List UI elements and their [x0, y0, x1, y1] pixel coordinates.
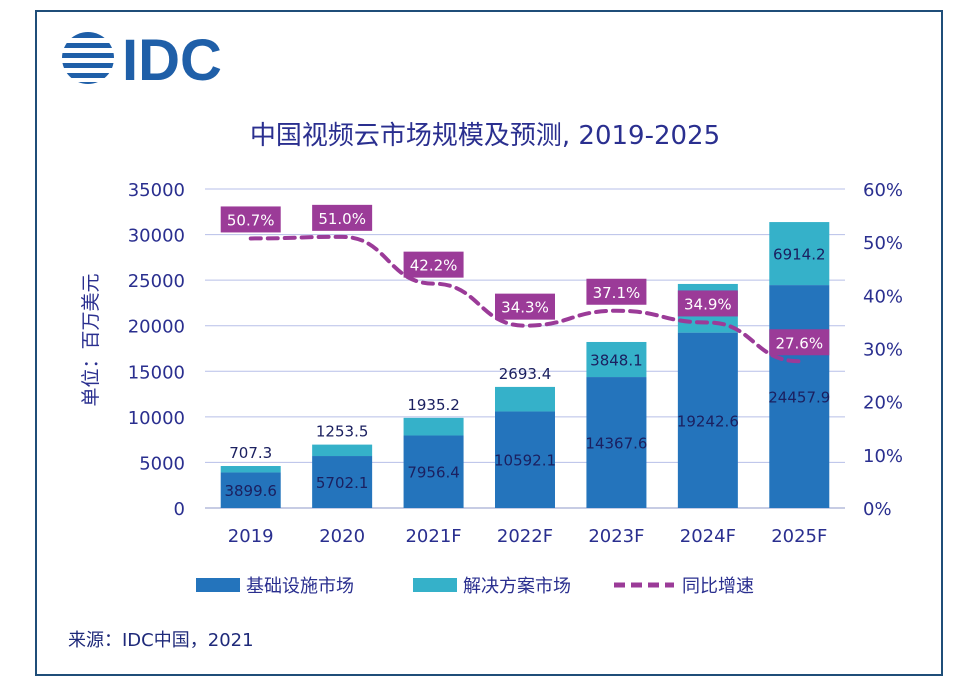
bar-infrastructure [312, 456, 373, 508]
y-tick-label: 25000 [128, 271, 185, 292]
y-tick-label: 20000 [128, 317, 185, 338]
growth-label: 27.6% [775, 334, 823, 352]
data-label-solution: 2693.4 [499, 365, 552, 383]
bar-infrastructure [220, 472, 281, 508]
bar-solution [586, 341, 647, 378]
bar-infrastructure [769, 285, 830, 508]
bar-infrastructure [586, 377, 647, 508]
growth-label-box [677, 290, 738, 317]
bar-solution [403, 417, 464, 436]
data-label-solution: 1935.2 [407, 396, 460, 414]
data-label-infrastructure: 19242.6 [677, 412, 739, 430]
data-label-infrastructure: 24457.9 [768, 389, 830, 407]
data-label-solution: 707.3 [229, 444, 272, 462]
growth-label: 34.9% [684, 295, 732, 313]
x-tick-label: 2022F [497, 526, 553, 547]
source-note: 来源：IDC中国，2021 [68, 630, 254, 651]
bar-infrastructure [403, 435, 464, 508]
data-label-infrastructure: 10592.1 [494, 452, 556, 470]
growth-label: 50.7% [227, 211, 275, 229]
growth-label: 34.3% [501, 299, 549, 317]
y-tick-label: 15000 [128, 362, 185, 383]
chart-title: 中国视频云市场规模及预测, 2019-2025 [250, 121, 720, 151]
y2-tick-label: 20% [863, 393, 903, 414]
growth-label: 51.0% [318, 210, 366, 228]
x-tick-label: 2021F [405, 526, 461, 547]
data-label-infrastructure: 3899.6 [224, 482, 277, 500]
growth-label-box [769, 329, 830, 356]
x-tick-label: 2020 [319, 526, 365, 547]
logo-text: IDC [122, 30, 222, 86]
y-tick-label: 5000 [139, 453, 185, 474]
data-label-solution: 6914.2 [773, 246, 826, 264]
y2-tick-label: 10% [863, 446, 903, 467]
growth-label-box [586, 278, 647, 305]
growth-label: 37.1% [593, 284, 641, 302]
bar-infrastructure [677, 332, 738, 508]
growth-label: 42.2% [410, 257, 458, 275]
legend-swatch [196, 578, 240, 592]
legend-label: 同比增速 [682, 576, 754, 597]
globe-icon [60, 32, 116, 84]
x-tick-label: 2024F [680, 526, 736, 547]
y2-tick-label: 60% [863, 180, 903, 201]
y2-tick-label: 40% [863, 286, 903, 307]
bar-solution [495, 386, 555, 412]
legend-label: 解决方案市场 [463, 576, 571, 597]
plot-area: 0 5000 10000 15000 20000 25000 30000 35000 0% 10%… [128, 180, 903, 547]
y-axis-label: 单位：百万美元 [80, 273, 102, 406]
x-tick-label: 2023F [588, 526, 644, 547]
data-label-infrastructure: 7956.4 [407, 464, 460, 482]
growth-line [248, 234, 802, 364]
legend: 基础设施市场 解决方案市场 同比增速 [196, 576, 754, 597]
growth-label-box [220, 206, 281, 233]
bar-solution [769, 222, 830, 286]
y2-tick-label: 50% [863, 233, 903, 254]
bar-solution [220, 466, 281, 473]
bar-solution [312, 444, 373, 457]
data-label-solution: 3848.1 [590, 352, 643, 370]
bar-infrastructure [495, 411, 555, 508]
data-label-solution: 1253.5 [316, 423, 369, 441]
data-label-infrastructure: 14367.6 [585, 435, 647, 453]
growth-label-box [495, 293, 555, 320]
data-label-infrastructure: 5702.1 [316, 474, 369, 492]
legend-label: 基础设施市场 [246, 576, 354, 597]
x-tick-label: 2025F [771, 526, 827, 547]
y-tick-label: 35000 [128, 180, 185, 201]
y-tick-label: 10000 [128, 408, 185, 429]
y2-tick-label: 0% [863, 499, 892, 520]
growth-label-box [403, 251, 464, 278]
y2-tick-label: 30% [863, 340, 903, 361]
growth-label-box [312, 204, 373, 231]
legend-swatch [413, 578, 457, 592]
y-tick-label: 30000 [128, 226, 185, 247]
y-tick-label: 0 [174, 499, 185, 520]
idc-logo: IDC [60, 30, 222, 86]
x-tick-label: 2019 [228, 526, 274, 547]
